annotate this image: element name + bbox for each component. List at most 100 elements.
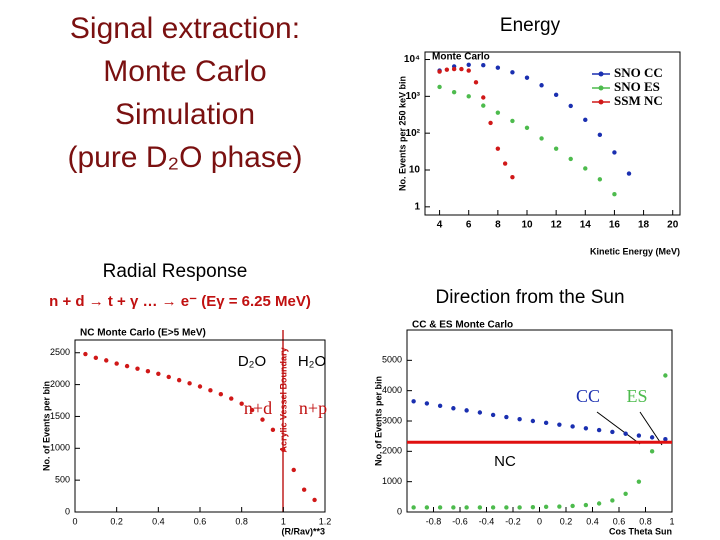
data-point: [145, 369, 151, 374]
data-point: [488, 120, 493, 126]
heading: Direction from the Sun: [435, 287, 624, 308]
x-tick-label: 18: [638, 220, 650, 231]
data-point: [596, 427, 602, 433]
data-point: [83, 351, 88, 357]
x-tick-label: 10: [521, 220, 533, 231]
y-tick-label: 10³: [406, 91, 421, 102]
data-point: [583, 166, 588, 171]
data-point: [459, 66, 464, 72]
data-point: [411, 399, 416, 404]
data-point: [451, 406, 456, 411]
data-point: [166, 374, 171, 380]
data-point: [218, 391, 224, 397]
data-point: [649, 435, 655, 440]
data-point: [114, 361, 119, 366]
data-point: [481, 95, 486, 100]
annotation: D₂O: [238, 353, 266, 370]
legend-marker: [598, 71, 604, 77]
x-tick-label: 20: [667, 220, 679, 231]
data-point: [502, 161, 508, 166]
data-point: [553, 92, 559, 98]
data-point: [636, 479, 642, 484]
legend-marker: [598, 99, 604, 105]
x-tick-label: 16: [609, 220, 621, 231]
x-tick-label: 0.4: [586, 516, 599, 526]
data-point: [451, 89, 457, 95]
annotation: n+p: [299, 398, 327, 418]
y-tick-label: 1500: [50, 411, 70, 421]
y-tick-label: 5000: [382, 355, 402, 365]
chart: -0.8 -0.6 -0.4 -0.2 0 0.2 0.4 0.6 0.8 1 0 1000 2000 3…: [373, 320, 674, 537]
x-tick-label: 0: [537, 516, 542, 526]
annotation: H₂O: [298, 353, 326, 370]
data-point: [187, 381, 192, 386]
x-tick-label: -0.2: [505, 516, 521, 526]
data-point: [466, 62, 471, 67]
data-point: [583, 502, 589, 508]
data-point: [312, 497, 317, 503]
x-tick-label: 1: [281, 516, 286, 526]
x-tick-label: -0.6: [452, 516, 468, 526]
data-point: [504, 505, 509, 510]
x-tick-label: 1: [669, 516, 674, 526]
plot-frame: [406, 329, 673, 513]
data-point: [570, 424, 575, 429]
legend-label: SNO ES: [614, 79, 660, 94]
data-point: [517, 505, 522, 510]
y-tick-label: 3000: [382, 415, 402, 425]
data-point: [281, 447, 286, 453]
y-tick-label: 4000: [382, 385, 402, 395]
data-point: [510, 174, 515, 180]
x-tick-label: -0.8: [426, 516, 442, 526]
data-point: [568, 156, 573, 162]
data-point: [124, 363, 130, 369]
data-point: [229, 396, 234, 401]
data-point: [424, 505, 430, 510]
legend-label: SNO CC: [614, 65, 663, 80]
slide-title: Signal extraction: Monte Carlo Simulatio…: [67, 12, 302, 174]
title-line: Monte Carlo: [103, 55, 266, 88]
x-tick-label: 0.6: [194, 516, 207, 526]
data-point: [481, 63, 486, 68]
data-point: [636, 433, 642, 438]
title-line: Signal extraction:: [70, 12, 300, 45]
x-tick-label: 1.2: [319, 516, 332, 526]
data-point: [623, 491, 628, 496]
reaction: n + d → t + γ … → e⁻ (Eγ = 6.25 MeV): [49, 293, 311, 310]
data-point: [612, 192, 617, 197]
data-point: [466, 68, 471, 73]
data-point: [135, 366, 140, 371]
x-axis-label: Kinetic Energy (MeV): [590, 246, 680, 256]
data-point: [437, 505, 443, 510]
heading: Energy: [500, 15, 561, 36]
y-axis-label: No. of Events per bin: [373, 376, 383, 466]
y-tick-label: 1: [414, 201, 420, 212]
arrows: [596, 411, 663, 446]
data-point: [481, 103, 486, 108]
data-point: [197, 384, 203, 389]
data-point: [93, 355, 99, 361]
data-point: [301, 487, 307, 492]
data-point: [612, 150, 617, 155]
data-point: [495, 110, 501, 115]
data-point: [504, 414, 509, 420]
y-tick-label: 1000: [382, 476, 402, 486]
y-tick-label: 10²: [406, 128, 421, 139]
data-point: [208, 388, 213, 393]
data-point: [597, 177, 603, 182]
data-point: [424, 401, 430, 406]
data-point: [464, 408, 469, 413]
data-point: [156, 371, 161, 376]
data-point: [663, 437, 668, 442]
data-point: [464, 505, 469, 510]
data-point: [466, 94, 471, 99]
data-point: [570, 503, 575, 509]
chart-title: CC & ES Monte Carlo: [412, 320, 513, 331]
data-point: [597, 132, 603, 138]
data-point: [249, 407, 255, 413]
data-point: [583, 426, 589, 431]
x-tick-label: 0.8: [639, 516, 652, 526]
data-point: [477, 410, 483, 415]
data-point: [596, 501, 602, 506]
data-point: [510, 70, 515, 75]
